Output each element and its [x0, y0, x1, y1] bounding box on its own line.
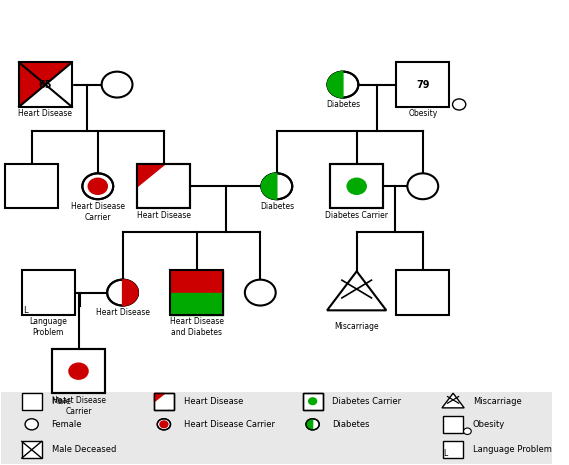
Text: Male Deceased: Male Deceased	[52, 445, 116, 454]
Text: Language Problem: Language Problem	[473, 445, 552, 454]
Text: L: L	[23, 306, 27, 315]
Circle shape	[464, 428, 471, 434]
Bar	[154, 393, 174, 410]
Text: Heart Disease: Heart Disease	[137, 211, 191, 220]
Text: Diabetes Carrier: Diabetes Carrier	[325, 211, 388, 220]
Bar	[330, 164, 383, 208]
Wedge shape	[328, 72, 343, 98]
Text: Obesity: Obesity	[408, 109, 438, 118]
Polygon shape	[442, 393, 464, 408]
Bar	[171, 292, 224, 315]
Circle shape	[69, 363, 88, 379]
Text: Female: Female	[52, 420, 82, 429]
Text: Male: Male	[52, 397, 72, 405]
Text: Heart Disease Carrier: Heart Disease Carrier	[184, 420, 275, 429]
Bar	[22, 271, 75, 315]
Text: Diabetes: Diabetes	[326, 100, 360, 109]
Bar	[171, 271, 224, 315]
Bar	[397, 62, 450, 107]
Circle shape	[102, 72, 133, 98]
Text: Language
Problem: Language Problem	[29, 317, 67, 337]
Bar	[52, 349, 105, 393]
Polygon shape	[138, 164, 164, 186]
Bar	[443, 416, 463, 432]
Circle shape	[245, 279, 276, 306]
Bar	[303, 393, 323, 410]
Text: 79: 79	[416, 80, 430, 90]
Circle shape	[160, 421, 168, 428]
Circle shape	[347, 178, 366, 194]
Text: Heart Disease
Carrier: Heart Disease Carrier	[52, 396, 105, 416]
Circle shape	[25, 419, 38, 430]
Polygon shape	[327, 271, 386, 310]
Polygon shape	[154, 393, 164, 401]
Circle shape	[328, 72, 358, 98]
Bar	[303, 393, 323, 410]
Circle shape	[261, 173, 292, 199]
Circle shape	[88, 178, 108, 194]
Text: Miscarriage: Miscarriage	[335, 322, 379, 331]
Text: 65: 65	[39, 80, 52, 90]
Circle shape	[407, 173, 438, 199]
Wedge shape	[122, 279, 138, 306]
Text: Heart Disease: Heart Disease	[18, 109, 72, 118]
Bar	[5, 164, 58, 208]
Text: Heart Disease: Heart Disease	[184, 397, 243, 405]
Bar	[52, 349, 105, 393]
Text: Heart Disease: Heart Disease	[96, 308, 150, 317]
Bar	[171, 271, 224, 292]
Bar	[138, 164, 190, 208]
Text: L: L	[444, 449, 448, 458]
Bar	[1, 392, 552, 464]
Circle shape	[452, 99, 466, 110]
Circle shape	[83, 173, 113, 199]
Wedge shape	[306, 419, 312, 430]
Text: Diabetes Carrier: Diabetes Carrier	[332, 397, 402, 405]
Bar	[22, 393, 42, 410]
Bar	[22, 441, 42, 458]
Wedge shape	[261, 173, 277, 199]
Bar	[443, 441, 463, 458]
Circle shape	[107, 279, 138, 306]
Text: Heart Disease
Carrier: Heart Disease Carrier	[71, 201, 125, 222]
Circle shape	[308, 398, 316, 405]
Circle shape	[157, 419, 171, 430]
Circle shape	[306, 419, 319, 430]
Bar	[19, 62, 72, 107]
Bar	[330, 164, 383, 208]
Polygon shape	[19, 62, 72, 107]
Polygon shape	[19, 62, 72, 107]
Text: Obesity: Obesity	[473, 420, 505, 429]
Text: Diabetes: Diabetes	[260, 201, 294, 211]
Bar	[154, 393, 174, 410]
Text: Diabetes: Diabetes	[332, 420, 370, 429]
Text: Miscarriage: Miscarriage	[473, 397, 522, 405]
Bar	[138, 164, 190, 208]
Bar	[397, 271, 450, 315]
Text: Heart Disease
and Diabetes: Heart Disease and Diabetes	[170, 317, 224, 337]
